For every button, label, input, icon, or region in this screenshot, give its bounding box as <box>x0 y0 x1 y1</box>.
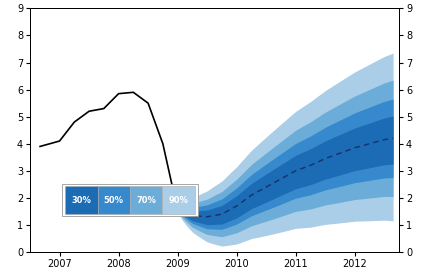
Bar <box>97 186 130 214</box>
Bar <box>65 186 97 214</box>
Bar <box>62 184 198 216</box>
Text: 90%: 90% <box>169 196 189 205</box>
Bar <box>163 186 195 214</box>
Bar <box>130 186 163 214</box>
Text: 70%: 70% <box>136 196 156 205</box>
Text: 30%: 30% <box>71 196 91 205</box>
Text: 50%: 50% <box>104 196 124 205</box>
